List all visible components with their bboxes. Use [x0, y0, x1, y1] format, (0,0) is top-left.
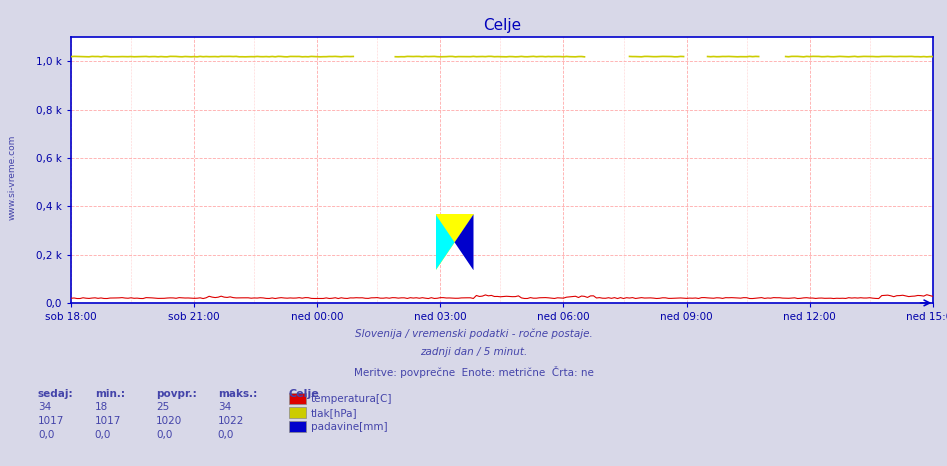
Text: temperatura[C]: temperatura[C]: [311, 394, 392, 404]
Text: zadnji dan / 5 minut.: zadnji dan / 5 minut.: [420, 347, 527, 357]
Text: maks.:: maks.:: [218, 389, 257, 399]
Text: 0,0: 0,0: [156, 430, 172, 439]
Polygon shape: [455, 214, 474, 270]
Text: Slovenija / vremenski podatki - ročne postaje.: Slovenija / vremenski podatki - ročne po…: [354, 329, 593, 339]
Text: 25: 25: [156, 402, 170, 411]
Text: 1020: 1020: [156, 416, 183, 425]
Polygon shape: [436, 214, 455, 270]
Text: 1017: 1017: [95, 416, 121, 425]
Text: 1022: 1022: [218, 416, 244, 425]
Text: 0,0: 0,0: [95, 430, 111, 439]
Text: 18: 18: [95, 402, 108, 411]
Text: Celje: Celje: [289, 389, 319, 399]
Text: padavine[mm]: padavine[mm]: [311, 422, 387, 432]
Text: 34: 34: [218, 402, 231, 411]
Text: min.:: min.:: [95, 389, 125, 399]
Text: Meritve: povprečne  Enote: metrične  Črta: ne: Meritve: povprečne Enote: metrične Črta:…: [353, 366, 594, 378]
Text: 0,0: 0,0: [218, 430, 234, 439]
Text: 0,0: 0,0: [38, 430, 54, 439]
Text: tlak[hPa]: tlak[hPa]: [311, 408, 357, 418]
Polygon shape: [436, 214, 474, 270]
Text: 1017: 1017: [38, 416, 64, 425]
Title: Celje: Celje: [483, 18, 521, 34]
Text: sedaj:: sedaj:: [38, 389, 74, 399]
Text: 34: 34: [38, 402, 51, 411]
Text: www.si-vreme.com: www.si-vreme.com: [8, 134, 17, 220]
Text: povpr.:: povpr.:: [156, 389, 197, 399]
